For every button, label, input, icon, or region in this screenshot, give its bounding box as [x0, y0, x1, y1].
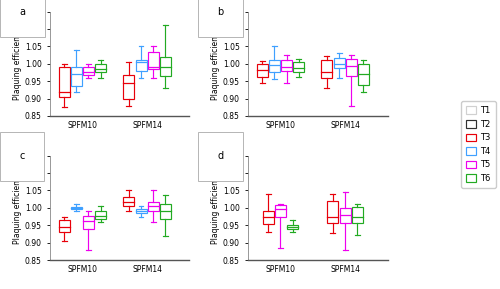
Bar — [328, 201, 338, 223]
Y-axis label: Plaquing efficiency: Plaquing efficiency — [13, 172, 22, 244]
Bar — [340, 208, 350, 223]
Bar — [58, 220, 70, 232]
Bar — [83, 67, 94, 75]
Bar — [281, 60, 292, 71]
Bar — [124, 197, 134, 206]
Bar — [160, 57, 171, 76]
Bar — [346, 59, 356, 76]
Bar — [95, 211, 106, 219]
Bar — [95, 64, 106, 73]
Bar — [71, 207, 82, 209]
Text: a: a — [20, 8, 26, 17]
Bar — [334, 58, 344, 68]
Legend: T1, T2, T3, T4, T5, T6: T1, T2, T3, T4, T5, T6 — [462, 101, 496, 188]
Bar — [352, 207, 363, 223]
Bar — [256, 64, 268, 77]
Bar — [293, 62, 304, 73]
Y-axis label: Plaquing efficiency: Plaquing efficiency — [13, 27, 22, 100]
Y-axis label: Plaquing efficiency: Plaquing efficiency — [211, 27, 220, 100]
Bar — [83, 216, 94, 229]
Bar — [160, 204, 171, 219]
Bar — [269, 60, 280, 73]
Bar — [148, 202, 158, 211]
Bar — [58, 67, 70, 97]
Bar — [148, 52, 158, 69]
Bar — [71, 67, 82, 86]
Text: b: b — [218, 8, 224, 17]
Bar — [136, 209, 146, 214]
Bar — [358, 64, 369, 85]
Bar — [124, 75, 134, 99]
Bar — [136, 60, 146, 71]
Bar — [275, 205, 286, 216]
Y-axis label: Plaquing efficiency: Plaquing efficiency — [211, 172, 220, 244]
Text: c: c — [20, 151, 24, 162]
Bar — [262, 211, 274, 224]
Bar — [287, 225, 298, 229]
Text: d: d — [218, 151, 224, 162]
Bar — [322, 60, 332, 78]
